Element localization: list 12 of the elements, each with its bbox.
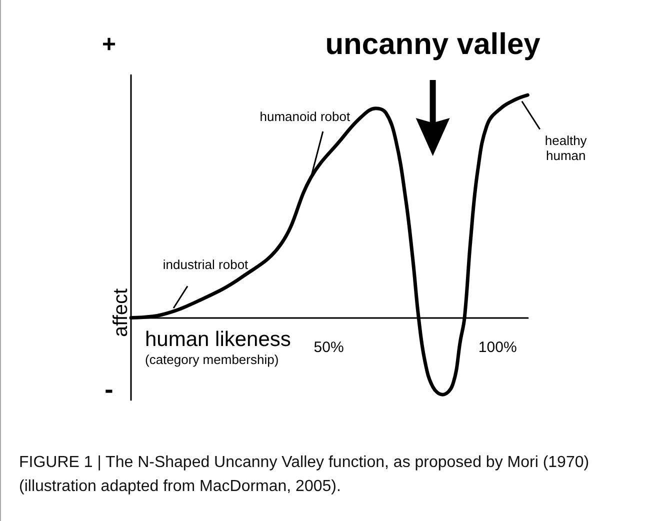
annotation: healthy human [544,133,588,164]
x-tick-label: 50% [314,338,344,356]
y-axis-title: affect [110,288,132,337]
x-axis-title: human likeness [145,328,292,352]
annotation: humanoid robot [258,108,352,125]
annotation: (category membership) [145,352,279,368]
text: + [100,31,117,59]
annotation: industrial robot [162,256,250,273]
text: uncanny valley [324,28,542,62]
text: - [104,374,114,405]
x-tick-label: 100% [478,338,517,356]
caption: FIGURE 1 | The N-Shaped Uncanny Valley function, as proposed by Mori (1970) (illustration adapted from MacDorman, 2005). [19,453,590,497]
